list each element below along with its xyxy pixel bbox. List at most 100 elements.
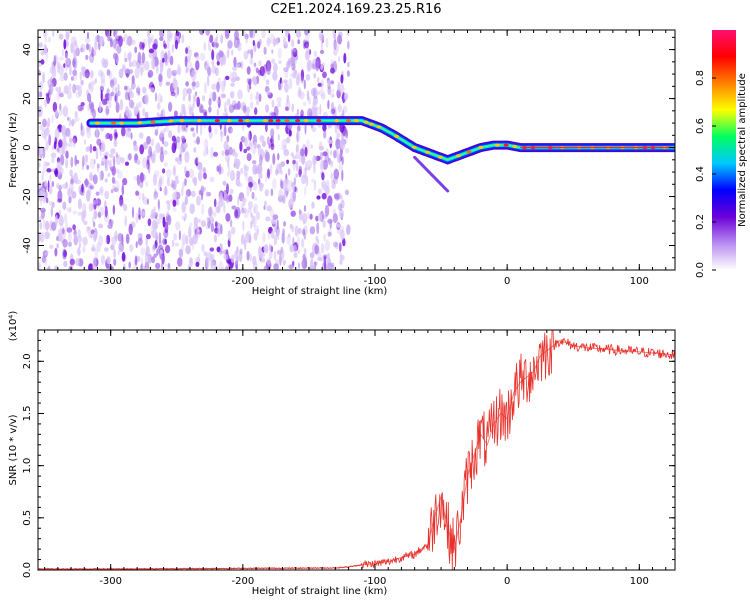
noise-speckle bbox=[145, 266, 148, 270]
noise-speckle bbox=[321, 172, 325, 181]
noise-speckle bbox=[309, 226, 316, 235]
noise-speckle bbox=[234, 152, 239, 158]
noise-speckle bbox=[269, 163, 273, 175]
noise-speckle bbox=[213, 151, 218, 157]
noise-speckle bbox=[66, 227, 73, 233]
noise-speckle bbox=[51, 202, 55, 208]
noise-speckle bbox=[90, 70, 94, 79]
noise-speckle bbox=[181, 34, 185, 44]
noise-speckle bbox=[265, 122, 268, 133]
noise-speckle bbox=[249, 85, 252, 90]
bottom-ytick-label: 1.0 bbox=[22, 458, 33, 474]
noise-speckle bbox=[174, 242, 180, 247]
noise-speckle bbox=[152, 150, 157, 157]
noise-speckle bbox=[139, 41, 143, 50]
noise-speckle bbox=[333, 168, 340, 180]
noise-speckle bbox=[338, 31, 343, 38]
noise-speckle bbox=[226, 98, 231, 106]
noise-speckle bbox=[70, 42, 75, 54]
noise-speckle bbox=[268, 250, 273, 260]
noise-speckle bbox=[177, 66, 182, 76]
noise-speckle bbox=[257, 41, 261, 49]
noise-speckle bbox=[152, 243, 157, 250]
noise-speckle bbox=[83, 220, 88, 226]
page-title: C2E1.2024.169.23.25.R16 bbox=[270, 2, 442, 17]
noise-speckle bbox=[295, 173, 298, 178]
noise-speckle bbox=[314, 106, 319, 111]
noise-speckle bbox=[42, 30, 48, 38]
noise-speckle bbox=[277, 133, 280, 141]
noise-speckle bbox=[104, 158, 110, 167]
noise-speckle bbox=[59, 108, 63, 116]
noise-speckle bbox=[175, 221, 181, 231]
noise-speckle bbox=[326, 257, 332, 269]
noise-speckle bbox=[241, 31, 247, 36]
noise-speckle bbox=[253, 225, 259, 232]
noise-speckle bbox=[72, 56, 78, 69]
noise-speckle bbox=[167, 202, 171, 211]
noise-speckle bbox=[163, 149, 168, 156]
noise-speckle bbox=[239, 248, 243, 255]
noise-speckle bbox=[230, 254, 235, 263]
noise-speckle bbox=[173, 69, 179, 75]
noise-speckle bbox=[106, 132, 111, 140]
noise-speckle bbox=[54, 169, 59, 176]
noise-speckle bbox=[291, 103, 295, 113]
noise-speckle bbox=[233, 103, 240, 110]
noise-speckle bbox=[73, 118, 77, 124]
noise-speckle bbox=[269, 111, 275, 118]
noise-speckle bbox=[51, 157, 55, 164]
noise-speckle bbox=[90, 229, 95, 235]
noise-speckle bbox=[248, 78, 252, 86]
noise-speckle bbox=[155, 65, 159, 74]
noise-speckle bbox=[72, 224, 76, 231]
noise-speckle bbox=[320, 79, 324, 90]
noise-speckle bbox=[172, 78, 178, 90]
noise-speckle bbox=[339, 254, 345, 261]
noise-speckle bbox=[298, 165, 303, 176]
noise-speckle bbox=[286, 94, 290, 104]
noise-speckle bbox=[128, 99, 134, 109]
noise-speckle bbox=[259, 135, 265, 143]
noise-speckle bbox=[110, 91, 115, 97]
noise-speckle bbox=[143, 141, 148, 150]
noise-speckle bbox=[45, 162, 51, 167]
noise-speckle bbox=[184, 166, 187, 175]
noise-speckle bbox=[192, 177, 196, 184]
noise-speckle bbox=[304, 160, 308, 173]
noise-speckle bbox=[301, 174, 307, 185]
noise-speckle bbox=[298, 168, 302, 178]
noise-speckle bbox=[110, 244, 115, 251]
noise-speckle bbox=[165, 125, 169, 133]
noise-speckle bbox=[63, 85, 69, 95]
noise-speckle bbox=[244, 239, 247, 250]
noise-speckle bbox=[309, 213, 313, 220]
top-ytick-label: 40 bbox=[22, 43, 33, 56]
noise-speckle bbox=[234, 209, 238, 219]
noise-speckle bbox=[255, 211, 261, 221]
noise-speckle bbox=[80, 122, 83, 132]
noise-speckle bbox=[58, 215, 64, 227]
noise-speckle bbox=[82, 245, 86, 253]
noise-speckle bbox=[131, 59, 137, 67]
noise-speckle bbox=[121, 126, 126, 137]
noise-speckle bbox=[282, 259, 286, 266]
top-ytick-label: 20 bbox=[22, 92, 33, 105]
noise-speckle bbox=[307, 166, 311, 171]
noise-speckle bbox=[108, 99, 112, 109]
noise-speckle bbox=[159, 36, 164, 41]
noise-speckle bbox=[62, 105, 69, 117]
noise-speckle bbox=[123, 33, 128, 39]
noise-speckle bbox=[226, 135, 230, 143]
noise-speckle bbox=[330, 150, 333, 156]
noise-speckle bbox=[140, 66, 143, 77]
noise-speckle bbox=[255, 166, 261, 175]
noise-speckle bbox=[319, 159, 324, 171]
noise-speckle bbox=[49, 66, 54, 74]
noise-speckle bbox=[216, 246, 221, 253]
noise-speckle bbox=[248, 181, 254, 188]
noise-speckle bbox=[116, 45, 122, 54]
noise-speckle bbox=[258, 60, 262, 67]
noise-speckle bbox=[318, 188, 322, 195]
noise-speckle bbox=[96, 163, 100, 169]
